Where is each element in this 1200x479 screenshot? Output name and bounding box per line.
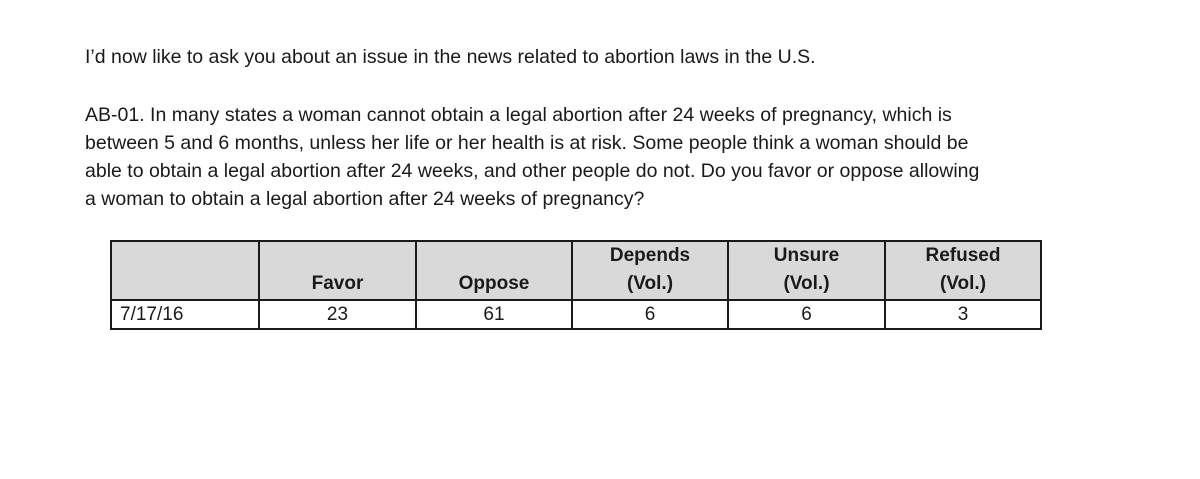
header-unsure-qualifier: (Vol.)	[783, 273, 830, 294]
row-depends-value: 6	[571, 299, 729, 330]
header-favor-label: Favor	[311, 273, 364, 294]
header-refused: Refused (Vol.)	[884, 240, 1042, 301]
row-refused-value: 3	[884, 299, 1042, 330]
table-header-row: Favor Oppose Depends (Vol.) Unsure (Vol.…	[110, 240, 1042, 301]
header-unsure-label: Unsure	[773, 245, 840, 266]
question-line: able to obtain a legal abortion after 24…	[85, 160, 980, 182]
header-unsure: Unsure (Vol.)	[727, 240, 886, 301]
header-refused-label: Refused	[925, 245, 1001, 266]
table-row: 7/17/16 23 61 6 6 3	[110, 299, 1042, 330]
question-line: between 5 and 6 months, unless her life …	[85, 132, 969, 154]
header-favor: Favor	[258, 240, 417, 301]
header-oppose: Oppose	[415, 240, 573, 301]
header-oppose-label: Oppose	[458, 273, 530, 294]
question-text: AB-01. In many states a woman cannot obt…	[85, 101, 1095, 213]
row-unsure-value: 6	[727, 299, 886, 330]
row-oppose-value: 61	[415, 299, 573, 330]
header-refused-qualifier: (Vol.)	[939, 273, 987, 294]
header-depends-label: Depends	[609, 245, 691, 266]
header-depends: Depends (Vol.)	[571, 240, 729, 301]
row-date: 7/17/16	[110, 299, 260, 330]
results-table: Favor Oppose Depends (Vol.) Unsure (Vol.…	[110, 240, 1042, 330]
header-depends-qualifier: (Vol.)	[626, 273, 674, 294]
row-favor-value: 23	[258, 299, 417, 330]
intro-text: I’d now like to ask you about an issue i…	[85, 46, 816, 68]
question-line: a woman to obtain a legal abortion after…	[85, 188, 645, 210]
header-blank-cell	[110, 240, 260, 301]
question-line: AB-01. In many states a woman cannot obt…	[85, 104, 952, 126]
